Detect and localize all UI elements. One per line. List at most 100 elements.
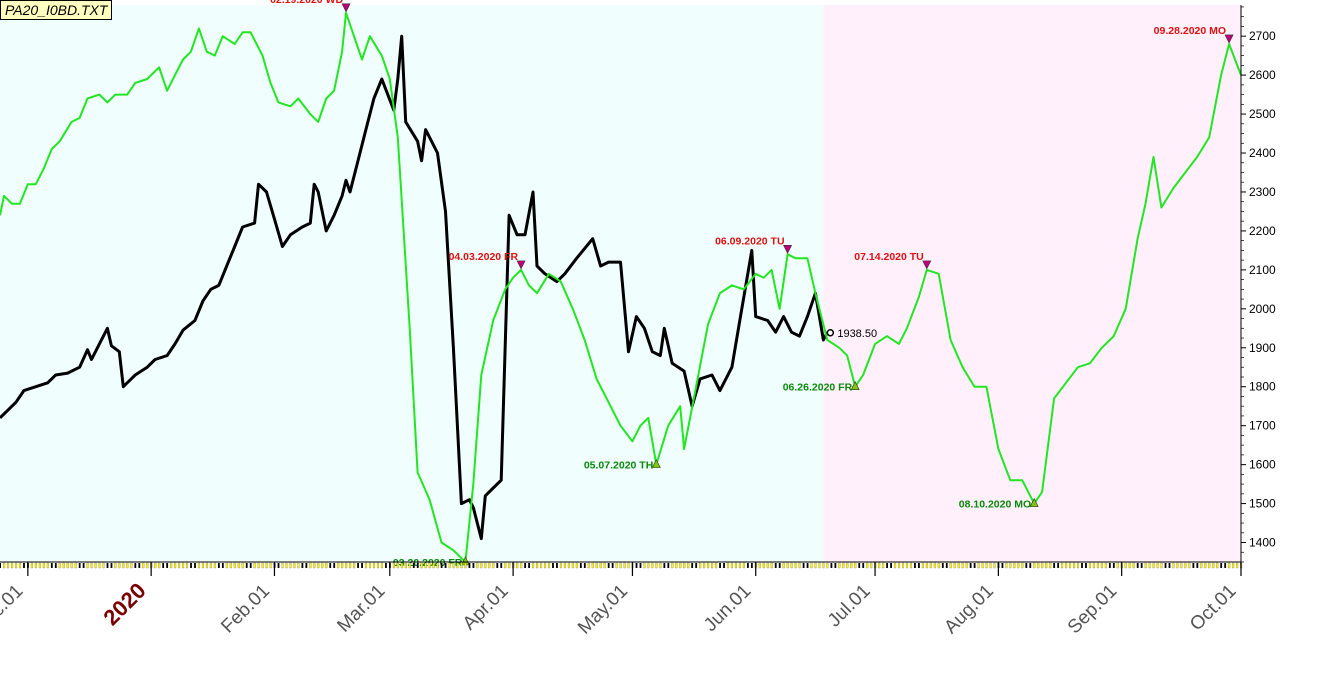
x-day-tick bbox=[1072, 562, 1076, 569]
x-tick-label: Aug.01 bbox=[940, 581, 997, 638]
x-day-tick bbox=[1104, 562, 1107, 569]
y-tick-label: 1900 bbox=[1249, 341, 1276, 355]
x-day-tick bbox=[691, 563, 694, 568]
x-day-tick bbox=[1168, 563, 1171, 568]
x-day-tick bbox=[1017, 562, 1020, 569]
x-day-tick bbox=[448, 562, 451, 569]
x-day-tick bbox=[778, 563, 781, 568]
x-day-tick bbox=[965, 562, 968, 569]
x-day-tick bbox=[822, 562, 825, 569]
x-tick-label: Oct.01 bbox=[1186, 581, 1240, 635]
x-day-tick bbox=[158, 562, 161, 569]
x-day-tick bbox=[1049, 562, 1052, 569]
x-day-tick bbox=[460, 562, 463, 569]
x-day-tick bbox=[488, 562, 491, 569]
x-day-tick bbox=[1065, 562, 1068, 569]
x-day-tick bbox=[1037, 562, 1040, 569]
x-day-tick bbox=[46, 562, 49, 569]
x-day-tick bbox=[675, 562, 678, 569]
x-day-tick bbox=[1164, 563, 1167, 568]
x-day-tick bbox=[341, 562, 344, 569]
x-day-tick bbox=[1041, 562, 1044, 569]
x-day-tick bbox=[925, 562, 928, 569]
x-day-tick bbox=[420, 562, 423, 569]
x-day-tick bbox=[205, 562, 208, 569]
x-day-tick bbox=[166, 563, 169, 568]
x-day-tick bbox=[82, 563, 85, 568]
x-day-tick bbox=[361, 563, 363, 568]
x-day-tick bbox=[213, 562, 216, 569]
x-tick-label: Feb.01 bbox=[217, 581, 274, 638]
x-day-tick bbox=[404, 562, 407, 569]
x-day-tick bbox=[599, 562, 602, 569]
x-day-tick bbox=[973, 563, 976, 568]
x-day-tick bbox=[277, 563, 280, 568]
x-tick-label: 2020 bbox=[98, 578, 150, 630]
x-day-tick bbox=[42, 562, 45, 569]
x-day-tick bbox=[1180, 562, 1183, 569]
y-tick-label: 2000 bbox=[1249, 302, 1276, 316]
x-day-tick bbox=[949, 562, 952, 569]
x-day-tick bbox=[563, 562, 566, 569]
x-day-tick bbox=[663, 563, 666, 568]
x-day-tick bbox=[619, 562, 622, 569]
x-day-tick bbox=[130, 562, 133, 569]
x-day-tick bbox=[886, 563, 888, 568]
x-day-tick bbox=[814, 562, 817, 569]
x-day-tick bbox=[305, 563, 308, 568]
x-day-tick bbox=[58, 562, 61, 569]
x-day-tick bbox=[1236, 562, 1239, 569]
x-day-tick bbox=[54, 563, 57, 568]
x-day-tick bbox=[1009, 562, 1012, 569]
x-day-tick bbox=[424, 562, 427, 569]
x-day-tick bbox=[1092, 562, 1095, 569]
x-day-tick bbox=[746, 563, 749, 568]
x-day-tick bbox=[603, 562, 606, 569]
x-day-tick bbox=[436, 562, 439, 569]
x-day-tick bbox=[484, 562, 487, 569]
top-marker bbox=[922, 260, 932, 270]
x-day-tick bbox=[953, 562, 956, 569]
x-day-tick bbox=[325, 562, 328, 569]
x-day-tick bbox=[281, 562, 284, 569]
x-day-tick bbox=[945, 563, 948, 568]
top-marker bbox=[341, 3, 351, 13]
x-day-tick bbox=[834, 563, 837, 568]
x-day-tick bbox=[826, 562, 829, 569]
y-tick-label: 2400 bbox=[1249, 146, 1276, 160]
x-day-tick bbox=[750, 563, 753, 568]
x-day-tick bbox=[253, 562, 256, 569]
x-day-tick bbox=[86, 562, 89, 569]
x-day-tick bbox=[106, 563, 109, 568]
x-day-tick bbox=[233, 562, 236, 569]
x-day-tick bbox=[297, 562, 300, 569]
top-marker bbox=[783, 244, 793, 254]
x-day-tick bbox=[583, 563, 586, 568]
x-day-tick bbox=[786, 562, 789, 569]
x-day-tick bbox=[738, 562, 741, 569]
x-day-tick bbox=[249, 563, 252, 568]
history-region bbox=[0, 5, 824, 562]
x-day-tick bbox=[536, 562, 539, 569]
x-day-tick bbox=[0, 563, 1, 568]
x-day-tick bbox=[921, 562, 924, 569]
x-day-tick bbox=[190, 563, 192, 568]
x-day-tick bbox=[1156, 562, 1159, 569]
x-day-tick bbox=[547, 562, 551, 569]
x-day-tick bbox=[118, 562, 121, 569]
x-day-tick bbox=[146, 562, 149, 569]
x-day-tick bbox=[611, 563, 614, 568]
forecast-region bbox=[823, 5, 1241, 562]
x-day-tick bbox=[126, 562, 129, 569]
x-day-tick bbox=[647, 562, 650, 569]
x-day-tick bbox=[524, 563, 527, 568]
x-day-tick bbox=[1172, 562, 1175, 569]
x-day-tick bbox=[758, 562, 761, 569]
x-day-tick bbox=[1212, 562, 1215, 569]
x-day-tick bbox=[866, 562, 869, 569]
x-day-tick bbox=[154, 562, 157, 569]
x-day-tick bbox=[556, 563, 558, 568]
y-tick-label: 2600 bbox=[1249, 68, 1276, 82]
x-day-tick bbox=[818, 562, 821, 569]
x-day-tick bbox=[766, 562, 769, 569]
